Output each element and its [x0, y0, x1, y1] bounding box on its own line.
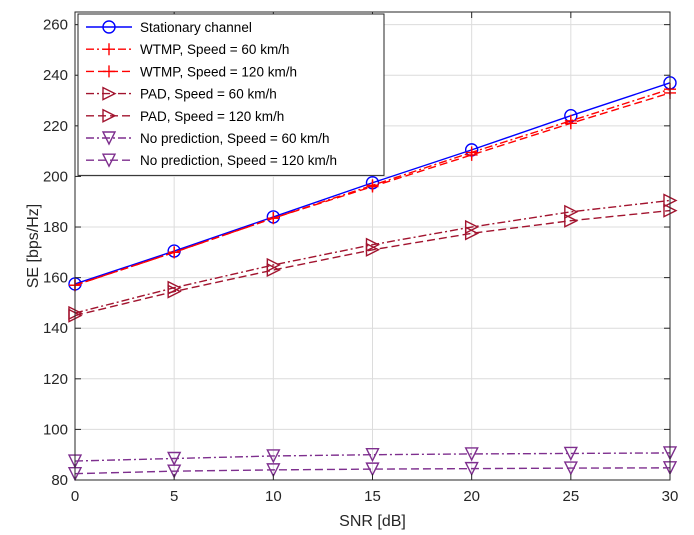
- x-axis-label: SNR [dB]: [339, 513, 406, 530]
- series-4-line: [74, 199, 671, 314]
- series-7-point: [464, 461, 479, 477]
- y-tick-label: 160: [43, 270, 68, 287]
- series-7-point: [563, 461, 578, 476]
- series-5-point: [167, 284, 182, 299]
- legend-swatch-marker: [103, 65, 115, 78]
- series-6-line: [74, 452, 671, 462]
- legend-swatch-marker: [101, 131, 117, 146]
- series-6-point: [167, 451, 182, 467]
- x-tick-label: 20: [463, 488, 480, 505]
- legend-label: No prediction, Speed = 60 km/h: [140, 131, 330, 146]
- series-6-point: [464, 447, 479, 462]
- y-tick-label: 100: [43, 421, 68, 438]
- legend-swatch-marker: [102, 20, 116, 34]
- series-3-point: [564, 117, 577, 130]
- legend-entry: PAD, Speed = 120 km/h: [86, 108, 284, 124]
- legend-label: No prediction, Speed = 120 km/h: [140, 153, 337, 168]
- x-tick-label: 15: [364, 488, 381, 505]
- series-7-point: [266, 463, 281, 478]
- y-tick-label: 260: [43, 17, 68, 34]
- legend-entry: No prediction, Speed = 120 km/h: [86, 153, 337, 168]
- y-tick-label: 80: [51, 472, 68, 489]
- legend-label: PAD, Speed = 60 km/h: [140, 87, 277, 102]
- legend-entry: PAD, Speed = 60 km/h: [86, 86, 277, 102]
- series-5-point: [266, 262, 281, 278]
- series-6-point: [563, 446, 578, 462]
- y-tick-label: 220: [43, 118, 68, 135]
- series-5-line: [74, 209, 671, 317]
- legend-label: PAD, Speed = 120 km/h: [140, 109, 284, 124]
- legend-entry: No prediction, Speed = 60 km/h: [86, 131, 330, 146]
- legend: Stationary channel WTMP, Speed = 60 km/h W…: [77, 13, 385, 176]
- series-5-point: [464, 226, 480, 241]
- y-tick-label: 200: [43, 168, 68, 185]
- legend-swatch-marker: [103, 43, 115, 56]
- legend-box: [77, 13, 385, 176]
- legend-swatch-marker: [102, 108, 117, 123]
- y-tick-label: 120: [43, 371, 68, 388]
- series-3-point: [267, 212, 280, 225]
- series-layer: [67, 76, 678, 482]
- legend-label: WTMP, Speed = 60 km/h: [140, 42, 289, 57]
- y-tick-label: 140: [43, 320, 68, 337]
- series-3-point: [366, 180, 379, 193]
- series-6-point: [266, 449, 281, 464]
- series-3-point: [168, 246, 181, 259]
- series-4-point: [564, 204, 579, 219]
- series-5-point: [365, 242, 381, 257]
- legend-label: Stationary channel: [140, 20, 252, 35]
- y-tick-label: 240: [43, 67, 68, 84]
- series-5-point: [564, 213, 579, 228]
- x-tick-label: 10: [265, 488, 282, 505]
- x-tick-label: 30: [662, 488, 679, 505]
- x-tick-label: 0: [71, 488, 79, 505]
- legend-swatch-marker: [101, 153, 117, 168]
- x-tick-label: 5: [170, 488, 178, 505]
- series-7-line: [74, 467, 671, 475]
- y-tick-label: 180: [43, 219, 68, 236]
- legend-swatch-marker: [102, 86, 117, 101]
- legend-label: WTMP, Speed = 120 km/h: [140, 64, 297, 79]
- series-7-point: [365, 462, 380, 477]
- series-6-point: [365, 448, 380, 463]
- series-7-point: [167, 464, 182, 479]
- y-axis-label: SE [bps/Hz]: [25, 204, 42, 288]
- x-tick-label: 25: [562, 488, 579, 505]
- series-3-point: [465, 148, 478, 161]
- axis-ticks: 0 5 10 15 20 25 30 80 100 120 140 160 180 200 220 240 26…: [43, 12, 678, 505]
- legend-entry: WTMP, Speed = 120 km/h: [86, 64, 297, 79]
- legend-entry: WTMP, Speed = 60 km/h: [86, 42, 289, 57]
- legend-entry: Stationary channel: [86, 20, 252, 35]
